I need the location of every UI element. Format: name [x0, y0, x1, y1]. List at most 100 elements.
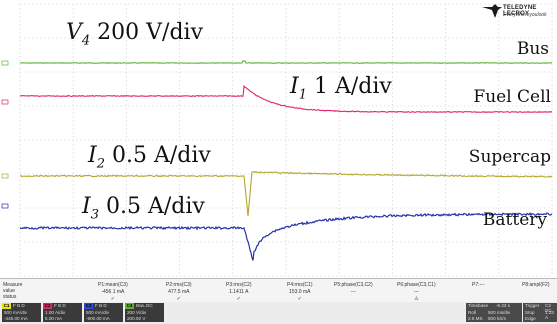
- trace-fuel-cell: [19, 84, 553, 113]
- measure-p2[interactable]: P2:rms(C3) 477.5 mA ✓: [166, 282, 192, 302]
- i3-annotation: I3 0.5 A/div: [82, 194, 205, 222]
- channel-offset: -900.00 mA: [86, 316, 110, 321]
- channel-flags: BwL DC: [136, 303, 153, 308]
- measure-name: P8:ampl(F2): [522, 282, 550, 288]
- trigger-type: Edge: [525, 316, 536, 321]
- measure-p6[interactable]: P6:phase(C3,C1) --- ⚠: [397, 282, 436, 302]
- channel-scale: 1.00 A/div: [45, 310, 66, 315]
- measure-value: ---: [413, 289, 419, 295]
- i3-unit: 0.5 A/div: [105, 194, 205, 219]
- trigger-source: C2 DC: [545, 303, 552, 313]
- measure-row-status: status: [3, 294, 17, 300]
- measure-value: 153.0 mA: [289, 289, 311, 295]
- waveform-traces: [1, 60, 553, 261]
- measure-row-title: Measure: [3, 282, 23, 288]
- channel-tag: C4: [125, 303, 134, 309]
- i1-annotation: I1 1 A/div: [290, 74, 392, 102]
- channel-flags: F B D: [54, 303, 66, 308]
- measure-row-value: value: [3, 288, 15, 294]
- channel-flags: F B D: [13, 303, 25, 308]
- measure-p3[interactable]: P3:rms(C2) 1.1411 A ✓: [226, 282, 252, 302]
- trigger-box[interactable]: Trigger C2 DC Stop 1.23 A Edge: [523, 303, 557, 322]
- channel-c3-box[interactable]: C3 F B D 500 mA/div -900.00 mA: [84, 303, 123, 322]
- i2-symbol: I: [88, 143, 97, 168]
- measure-status-icon: ✓: [176, 296, 181, 302]
- measure-name: P4:rms(C1): [287, 282, 313, 288]
- timebase-mode: Roll: [468, 310, 476, 315]
- channel-c4-box[interactable]: C4 BwL DC 200 V/div 200.92 V: [125, 303, 164, 322]
- channel-tag: C2: [43, 303, 52, 309]
- measure-name: P3:rms(C2): [226, 282, 252, 288]
- trace-supercap: [19, 170, 553, 217]
- i1-subscript: 1: [298, 87, 307, 103]
- timebase-rate: 500 kS/s: [488, 316, 506, 321]
- measure-status-icon: ✓: [297, 296, 302, 302]
- measure-status-icon: ⚠: [414, 296, 419, 302]
- measure-p8[interactable]: P8:ampl(F2): [522, 282, 550, 289]
- channel-tag: C3: [84, 303, 93, 309]
- timebase-title: Timebase: [468, 303, 488, 308]
- measure-name: P1:mean(C3): [98, 282, 128, 288]
- measure-value: 1.1411 A: [229, 289, 249, 295]
- i1-symbol: I: [290, 74, 299, 99]
- marker-c4: [1, 60, 9, 66]
- measure-p1[interactable]: P1:mean(C3) -456.1 mA ✓: [98, 282, 128, 302]
- v4-subscript: 4: [81, 33, 91, 49]
- v4-annotation: V4 200 V/div: [66, 20, 203, 48]
- marker-c3: [1, 203, 9, 209]
- i2-unit: 0.5 A/div: [111, 143, 211, 168]
- i2-subscript: 2: [96, 156, 105, 172]
- channel-offset: 5.00 mA: [45, 316, 63, 321]
- measure-name: P7:---: [472, 282, 485, 288]
- marker-c2: [1, 99, 9, 105]
- v4-unit: 200 V/div: [97, 20, 204, 45]
- timebase-scale: 500 ms/div: [488, 310, 511, 315]
- channel-scale: 500 mA/div: [86, 310, 109, 315]
- marker-c1: [1, 173, 9, 179]
- channel-descriptor-bar: C1 F B D 500 mA/div -445.00 mA C2 F B D …: [0, 302, 557, 324]
- channel-flags: F B D: [95, 303, 107, 308]
- fuel-cell-label: Fuel Cell: [473, 87, 551, 107]
- trace-battery: [19, 212, 553, 261]
- trigger-title: Trigger: [525, 303, 540, 308]
- measure-value: ---: [350, 289, 356, 295]
- measure-name: P5:phase(C3,C2): [334, 282, 373, 288]
- timebase-offset: -5.23 s: [496, 303, 511, 308]
- channel-c1-box[interactable]: C1 F B D 500 mA/div -445.00 mA: [2, 303, 41, 322]
- measure-name: P6:phase(C3,C1): [397, 282, 436, 288]
- i3-symbol: I: [82, 194, 91, 219]
- measure-status-icon: ✓: [236, 296, 241, 302]
- graticule-grid: [19, 3, 553, 277]
- trace-bus: [19, 60, 553, 64]
- bus-label: Bus: [516, 39, 549, 59]
- channel-scale: 500 mA/div: [4, 310, 27, 315]
- v4-symbol: V: [66, 20, 82, 45]
- measure-status-icon: ✓: [110, 296, 115, 302]
- logo-brand-text: TELEDYNE LECROY: [503, 5, 537, 17]
- channel-offset: -445.00 mA: [4, 316, 28, 321]
- measure-p5[interactable]: P5:phase(C3,C2) ---: [334, 282, 373, 296]
- i2-annotation: I2 0.5 A/div: [88, 143, 211, 171]
- measure-value: -456.1 mA: [101, 289, 125, 295]
- battery-label: Battery: [482, 210, 547, 230]
- timebase-samples: 2.5 MS: [468, 316, 483, 321]
- trigger-state: Stop: [525, 310, 535, 315]
- logo-tagline: Everywhereyoulook: [503, 12, 547, 18]
- measure-p7[interactable]: P7:---: [472, 282, 485, 289]
- channel-c2-box[interactable]: C2 F B D 1.00 A/div 5.00 mA: [43, 303, 82, 322]
- channel-offset: 200.92 V: [127, 316, 146, 321]
- channel-tag: C1: [2, 303, 11, 309]
- i1-unit: 1 A/div: [313, 74, 392, 99]
- channel-scale: 200 V/div: [127, 310, 147, 315]
- supercap-label: Supercap: [468, 147, 551, 167]
- measure-table: Measure value status P1:mean(C3) -456.1 m…: [0, 278, 557, 303]
- measure-name: P2:rms(C3): [166, 282, 192, 288]
- timebase-box[interactable]: Timebase -5.23 s Roll 500 ms/div 2.5 MS …: [466, 303, 522, 322]
- teledyne-lecroy-logo: TELEDYNE LECROY Everywhereyoulook: [482, 3, 554, 23]
- measure-p4[interactable]: P4:rms(C1) 153.0 mA ✓: [287, 282, 313, 302]
- measure-value: 477.5 mA: [168, 289, 190, 295]
- lecroy-logo-icon: [482, 4, 502, 18]
- trigger-level: 1.23 A: [545, 310, 554, 320]
- i3-subscript: 3: [90, 207, 99, 223]
